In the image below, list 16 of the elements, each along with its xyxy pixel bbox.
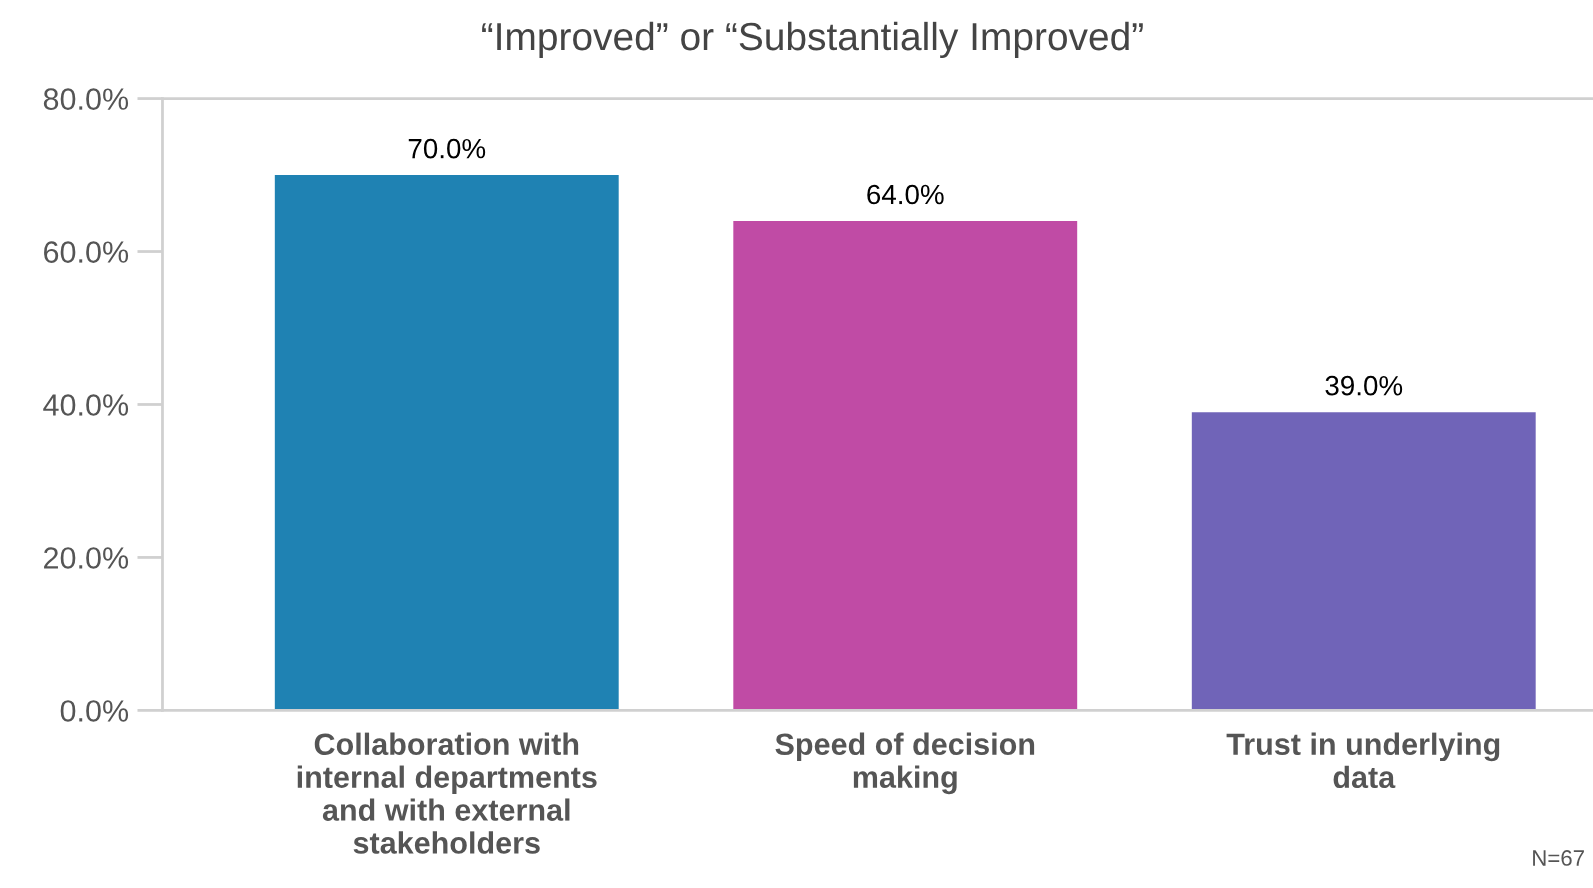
text: N=67 bbox=[1533, 850, 1584, 866]
bar bbox=[1191, 412, 1536, 711]
bar bbox=[274, 175, 619, 711]
data-label: 70.0% bbox=[408, 138, 486, 159]
x-tick-label: Trust in underlying data bbox=[1226, 732, 1500, 789]
x-tick-label: Speed of decision making bbox=[775, 732, 1035, 795]
data-label: 39.0% bbox=[1325, 375, 1403, 396]
y-tick-label: 20.0% bbox=[44, 547, 129, 569]
x-tick-label: Collaboration with internal departments and with external stakeholders bbox=[297, 732, 597, 854]
y-tick-label: 0.0% bbox=[60, 700, 129, 722]
data-label: 64.0% bbox=[867, 184, 944, 205]
bar bbox=[733, 220, 1078, 711]
y-tick-label: 40.0% bbox=[43, 394, 129, 416]
y-tick-label: 80.0% bbox=[43, 88, 129, 110]
chart-title: “Improved” or “Substantially Improved” bbox=[482, 21, 1143, 59]
y-tick-label: 60.0% bbox=[44, 241, 129, 263]
